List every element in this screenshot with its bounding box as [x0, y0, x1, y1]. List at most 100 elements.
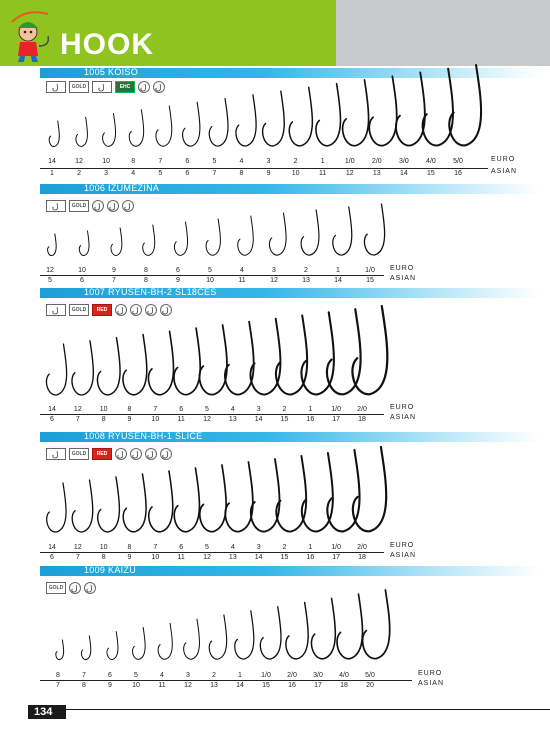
gold-icon: GOLD — [69, 200, 89, 212]
hook-icon — [157, 622, 173, 660]
asian-size: 4 — [131, 170, 136, 177]
hook-icon — [78, 230, 90, 256]
hook-icon — [96, 336, 121, 396]
asian-size: 5 — [158, 170, 163, 177]
hook-icon — [351, 445, 388, 533]
hook-icon — [132, 627, 146, 660]
asian-label: ASIAN — [491, 168, 518, 175]
euro-label: EURO — [390, 404, 415, 411]
euro-size: 4 — [230, 544, 235, 551]
euro-size: 8 — [56, 672, 60, 679]
euro-size: 1/0 — [365, 267, 375, 274]
euro-size: 2 — [293, 158, 298, 165]
hook-icon — [300, 311, 335, 396]
shank-icon — [160, 448, 172, 460]
asian-size: 8 — [101, 416, 106, 423]
section-header-bar: 1009 KAIZU — [40, 565, 540, 576]
euro-size: 6 — [185, 158, 190, 165]
euro-size: 5 — [134, 672, 138, 679]
hook-icon — [234, 610, 255, 660]
barb-icon — [130, 304, 142, 316]
sharpened-icon — [92, 81, 112, 93]
hook-icon — [332, 206, 353, 256]
barb-icon — [130, 448, 142, 460]
euro-size: 10 — [102, 158, 111, 165]
hook-icon — [224, 461, 254, 533]
hook-icon — [261, 90, 285, 147]
header-panel — [336, 0, 550, 66]
euro-size: 5 — [205, 406, 209, 413]
gold-icon: GOLD — [69, 81, 89, 93]
euro-size: 1/0 — [344, 158, 355, 165]
euro-size: 1 — [238, 672, 242, 679]
hook-icon — [288, 86, 314, 147]
asian-size: 11 — [177, 416, 185, 423]
euro-size: 10 — [99, 406, 108, 413]
euro-size: 12 — [73, 406, 82, 413]
euro-size: 5 — [205, 544, 209, 551]
hook-icon — [71, 340, 95, 396]
point-icon — [145, 304, 157, 316]
asian-size: 18 — [358, 554, 366, 561]
asian-size: 14 — [334, 277, 342, 284]
hook-icon — [122, 333, 148, 396]
euro-size: 5/0 — [453, 158, 463, 165]
asian-size: 7 — [112, 277, 116, 284]
asian-size: 14 — [399, 170, 408, 177]
gold-icon: GOLD — [69, 304, 89, 316]
asian-size: 15 — [262, 682, 270, 689]
red-badge-icon: RED — [92, 304, 112, 316]
shank-icon — [160, 304, 172, 316]
asian-size: 16 — [306, 554, 315, 561]
hook-icon — [45, 343, 68, 396]
asian-size: 14 — [254, 416, 263, 423]
hook-icon — [80, 635, 92, 661]
euro-size: 2 — [282, 544, 287, 551]
euro-size: 2/0 — [287, 672, 297, 679]
euro-size: 1/0 — [261, 672, 271, 679]
euro-size: 3 — [186, 672, 190, 679]
asian-size: 17 — [332, 416, 341, 423]
asian-size: 11 — [319, 170, 327, 177]
euro-size: 10 — [99, 544, 108, 551]
asian-size: 8 — [239, 170, 244, 177]
euro-size: 8 — [144, 267, 148, 274]
euro-size: 7 — [153, 544, 158, 551]
euro-size: 7 — [158, 158, 163, 165]
euro-size: 6 — [176, 267, 180, 274]
euro-size: 3/0 — [313, 672, 323, 679]
hook-icon — [148, 470, 174, 533]
asian-size: 10 — [151, 554, 160, 561]
asian-label: ASIAN — [390, 275, 417, 282]
hook-icon — [122, 473, 147, 533]
euro-size: 1 — [308, 544, 313, 551]
euro-size: 8 — [131, 158, 136, 165]
hook-icon — [300, 452, 334, 533]
hook-icon — [259, 606, 282, 660]
asian-size: 12 — [203, 416, 211, 423]
asian-size: 11 — [177, 554, 185, 561]
euro-size: 4 — [230, 406, 235, 413]
hook-icon — [325, 308, 362, 396]
size-divider — [40, 552, 384, 553]
euro-size: 14 — [48, 406, 56, 413]
asian-size: 8 — [82, 682, 86, 689]
hook-icon — [142, 224, 156, 256]
asian-size: 7 — [212, 170, 217, 177]
euro-size: 2/0 — [357, 406, 367, 413]
hook-icon — [285, 601, 309, 660]
asian-size: 6 — [50, 554, 54, 561]
euro-size: 1 — [308, 406, 313, 413]
gold-icon: GOLD — [69, 448, 89, 460]
hook-icon — [155, 105, 173, 147]
asian-size: 16 — [288, 682, 296, 689]
asian-size: 10 — [132, 682, 140, 689]
asian-size: 7 — [56, 682, 60, 689]
hook-icon — [208, 97, 229, 147]
euro-label: EURO — [418, 670, 443, 677]
asian-label: ASIAN — [390, 414, 417, 421]
asian-size: 9 — [176, 277, 180, 284]
